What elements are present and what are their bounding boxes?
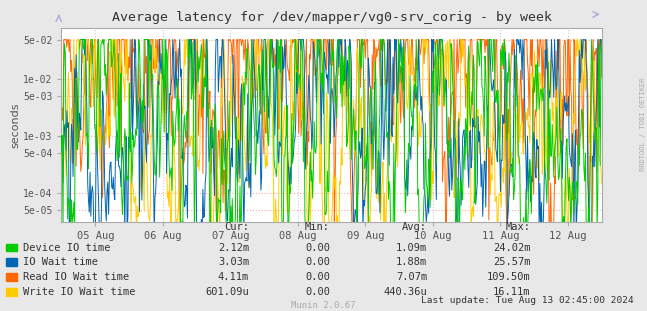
Title: Average latency for /dev/mapper/vg0-srv_corig - by week: Average latency for /dev/mapper/vg0-srv_… — [111, 11, 552, 24]
Text: Write IO Wait time: Write IO Wait time — [23, 287, 135, 297]
Text: IO Wait time: IO Wait time — [23, 258, 98, 267]
Text: Last update: Tue Aug 13 02:45:00 2024: Last update: Tue Aug 13 02:45:00 2024 — [421, 296, 633, 305]
Y-axis label: seconds: seconds — [10, 102, 20, 148]
Text: 7.07m: 7.07m — [396, 272, 427, 282]
Text: 4.11m: 4.11m — [218, 272, 249, 282]
Text: Munin 2.0.67: Munin 2.0.67 — [291, 301, 356, 310]
Text: 3.03m: 3.03m — [218, 258, 249, 267]
Text: 25.57m: 25.57m — [493, 258, 531, 267]
Text: Device IO time: Device IO time — [23, 243, 110, 253]
Text: Read IO Wait time: Read IO Wait time — [23, 272, 129, 282]
Text: 109.50m: 109.50m — [487, 272, 531, 282]
Text: Cur:: Cur: — [224, 222, 249, 232]
Text: RRDTOOL / TOBI OETIKER: RRDTOOL / TOBI OETIKER — [640, 78, 646, 171]
Text: 0.00: 0.00 — [305, 258, 330, 267]
Text: 440.36u: 440.36u — [383, 287, 427, 297]
Text: 1.88m: 1.88m — [396, 258, 427, 267]
Text: 1.09m: 1.09m — [396, 243, 427, 253]
Text: 0.00: 0.00 — [305, 243, 330, 253]
Text: Max:: Max: — [505, 222, 531, 232]
Text: 0.00: 0.00 — [305, 287, 330, 297]
Text: Min:: Min: — [305, 222, 330, 232]
Text: 601.09u: 601.09u — [205, 287, 249, 297]
Text: 24.02m: 24.02m — [493, 243, 531, 253]
Text: 0.00: 0.00 — [305, 272, 330, 282]
Text: 2.12m: 2.12m — [218, 243, 249, 253]
Text: 16.11m: 16.11m — [493, 287, 531, 297]
Text: Avg:: Avg: — [402, 222, 427, 232]
